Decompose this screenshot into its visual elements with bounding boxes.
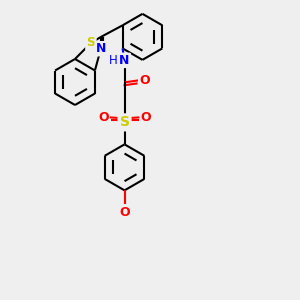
Text: O: O: [140, 111, 151, 124]
Text: O: O: [98, 111, 109, 124]
Text: H: H: [109, 54, 118, 67]
Text: O: O: [119, 206, 130, 219]
Text: S: S: [86, 37, 95, 50]
Text: N: N: [119, 54, 130, 67]
Text: S: S: [119, 116, 130, 129]
Text: N: N: [96, 42, 106, 55]
Text: O: O: [139, 74, 150, 87]
